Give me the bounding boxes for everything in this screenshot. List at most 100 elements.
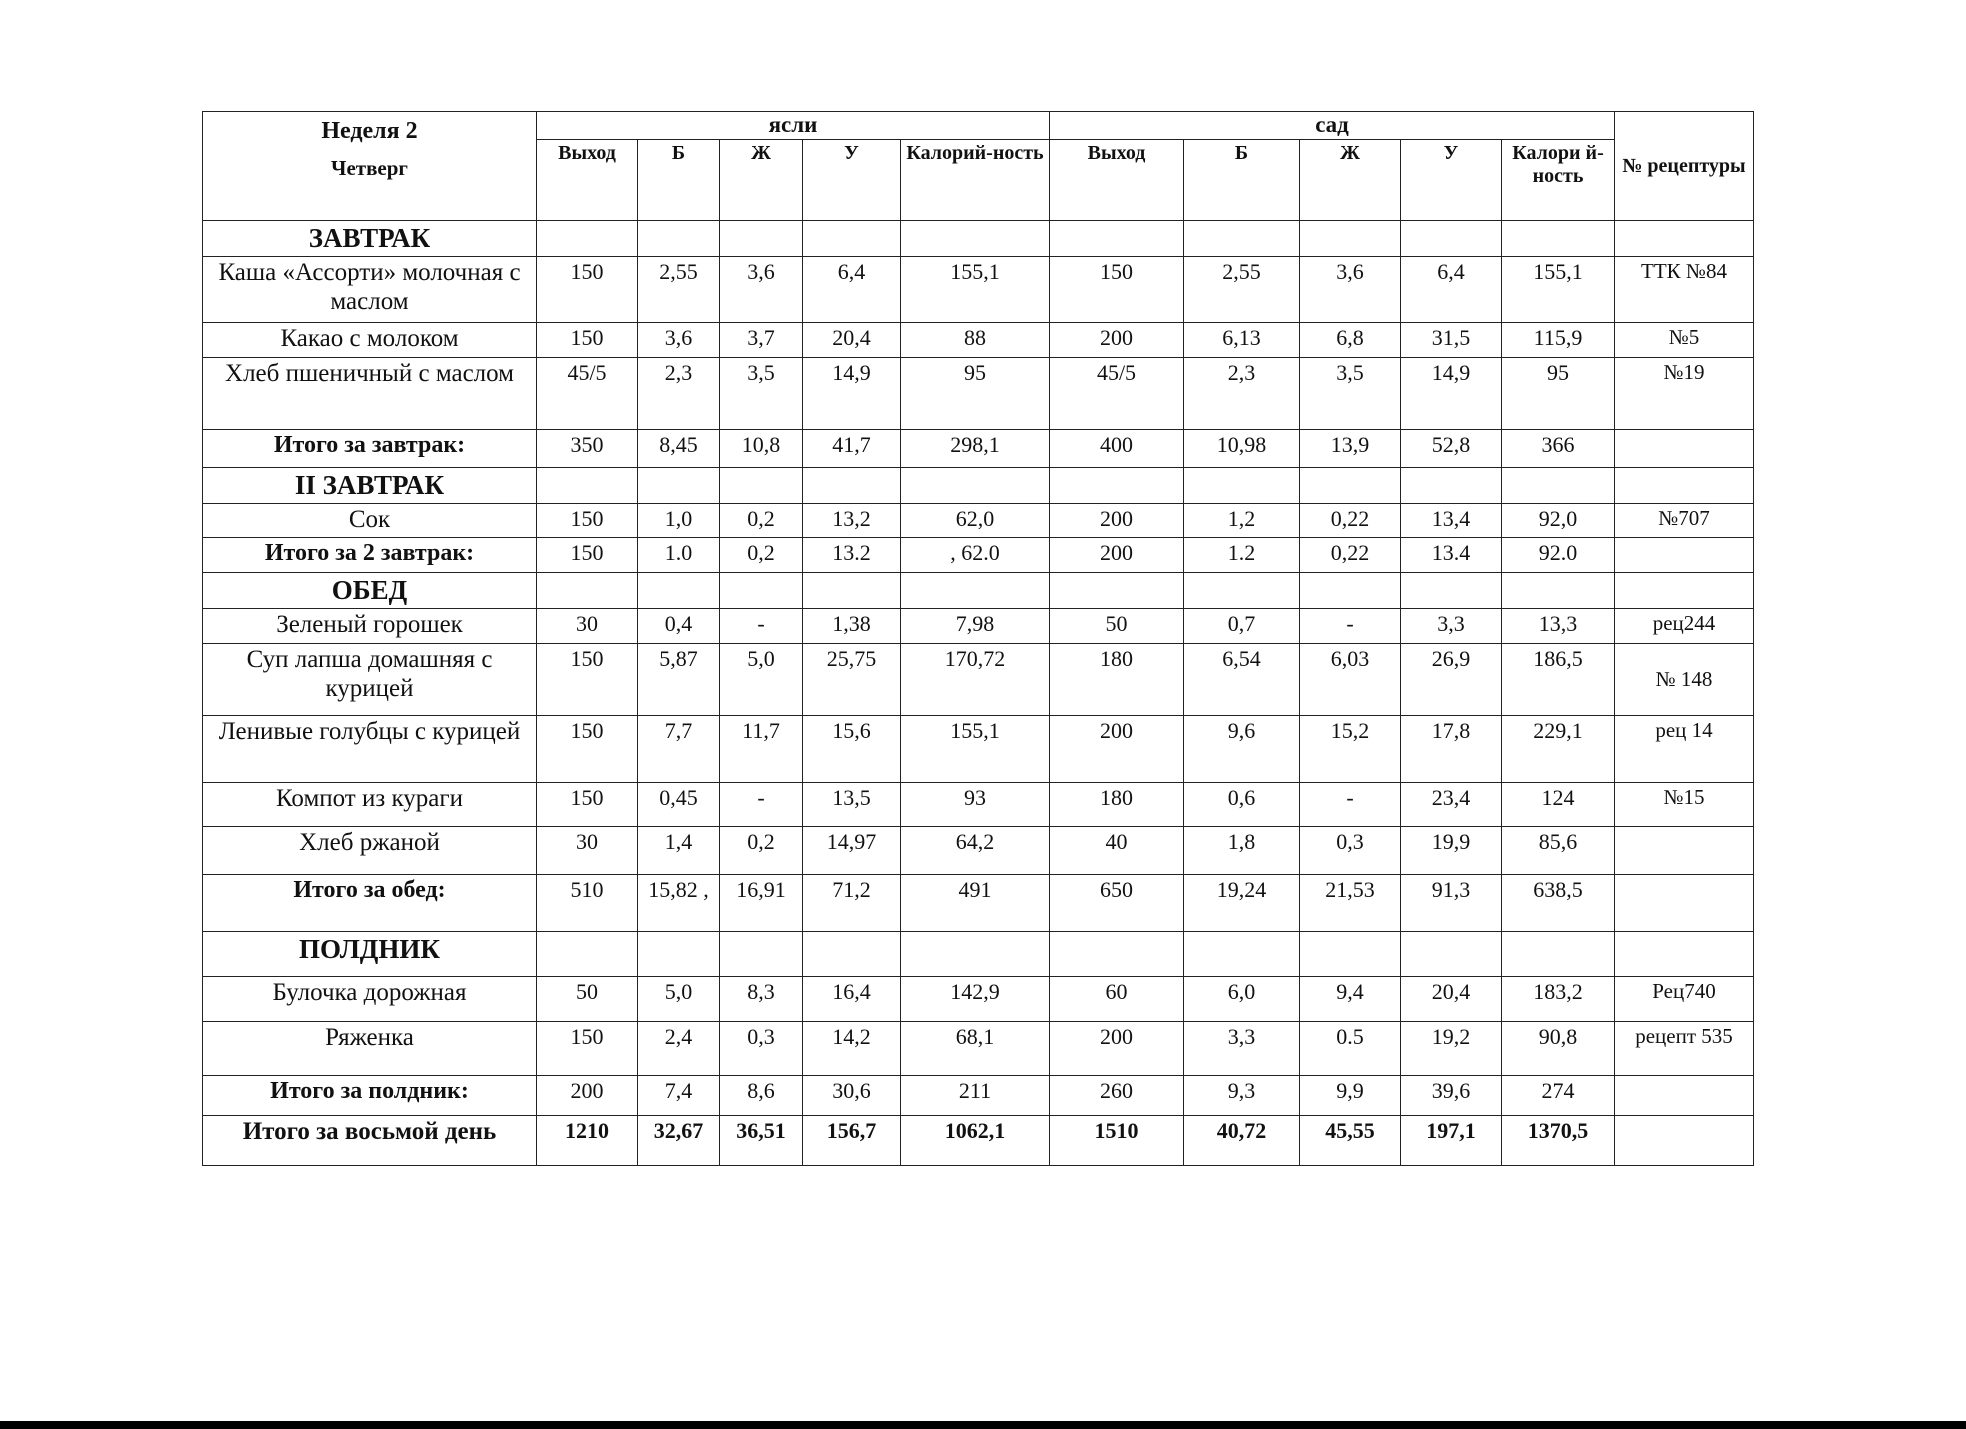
yasli-value-cell: 298,1: [900, 429, 1050, 469]
yasli-value-cell: 1,4: [637, 825, 720, 875]
yasli-value-cell: 155,1: [900, 256, 1050, 324]
recipe-cell: [1614, 571, 1754, 609]
yasli-value-cell: [802, 930, 901, 977]
sad-value-cell: 0,3: [1299, 825, 1401, 875]
sad-value-cell: [1501, 930, 1615, 977]
sad-value-cell: [1400, 930, 1502, 977]
section-title: II ЗАВТРАК: [202, 467, 537, 505]
total-row: Итого за завтрак: 350 8,45 10,8 41,7 298,1 400…: [202, 429, 1754, 469]
yasli-value-cell: 0,2: [719, 503, 803, 538]
yasli-value-cell: 16,91: [719, 873, 803, 932]
sad-value-cell: 180: [1049, 642, 1184, 716]
dish-name: Итого за 2 завтрак:: [202, 536, 537, 573]
sad-value-cell: 19,2: [1400, 1020, 1502, 1076]
yasli-value-cell: 32,67: [637, 1114, 720, 1166]
recipe-cell: [1614, 1114, 1754, 1166]
section-title: ЗАВТРАК: [202, 219, 537, 258]
sad-value-cell: 13,3: [1501, 607, 1615, 644]
sad-value-cell: 6,0: [1183, 975, 1300, 1022]
group-sad-header: сад: [1049, 110, 1615, 141]
yasli-value-cell: 150: [536, 1020, 638, 1076]
sad-value-cell: 92,0: [1501, 503, 1615, 538]
sad-value-cell: [1400, 571, 1502, 609]
recipe-cell: [1614, 467, 1754, 505]
sad-col-header: Ж: [1299, 139, 1401, 221]
yasli-value-cell: 150: [536, 536, 638, 573]
sad-value-cell: 19,24: [1183, 873, 1300, 932]
sad-value-cell: 200: [1049, 536, 1184, 573]
sad-value-cell: 1370,5: [1501, 1114, 1615, 1166]
sad-value-cell: [1400, 467, 1502, 505]
sad-value-cell: [1183, 467, 1300, 505]
dish-name: Ленивые голубцы с курицей: [202, 714, 537, 783]
sad-value-cell: 366: [1501, 429, 1615, 469]
sad-value-cell: 197,1: [1400, 1114, 1502, 1166]
yasli-value-cell: 14,97: [802, 825, 901, 875]
yasli-value-cell: [900, 219, 1050, 258]
sad-col-header: Б: [1183, 139, 1300, 221]
yasli-value-cell: 142,9: [900, 975, 1050, 1022]
recipe-cell: рец244: [1614, 607, 1754, 644]
yasli-value-cell: 5,0: [719, 642, 803, 716]
sad-value-cell: 274: [1501, 1074, 1615, 1116]
sad-value-cell: 13.4: [1400, 536, 1502, 573]
menu-table: Неделя 2 Четверг ясли сад № рецептуры Вы…: [202, 110, 1754, 1166]
sad-value-cell: 3,5: [1299, 357, 1401, 431]
dish-name: Каша «Ассорти» молочная с маслом: [202, 256, 537, 324]
sad-value-cell: [1183, 930, 1300, 977]
yasli-value-cell: [802, 571, 901, 609]
sad-value-cell: 92.0: [1501, 536, 1615, 573]
yasli-value-cell: 0,3: [719, 1020, 803, 1076]
scan-edge-bar: [0, 1421, 1966, 1429]
sad-value-cell: [1299, 571, 1401, 609]
recipe-cell: [1614, 825, 1754, 875]
table-row: Хлеб пшеничный с маслом 45/5 2,3 3,5 14,9 95 4…: [202, 357, 1754, 431]
sad-value-cell: 85,6: [1501, 825, 1615, 875]
sad-value-cell: 115,9: [1501, 322, 1615, 359]
table-row: Каша «Ассорти» молочная с маслом 150 2,55 3…: [202, 256, 1754, 324]
sad-value-cell: 650: [1049, 873, 1184, 932]
sad-value-cell: 0,7: [1183, 607, 1300, 644]
recipe-cell: №15: [1614, 781, 1754, 827]
table-row: Ряженка 150 2,4 0,3 14,2 68,1 200 3,3 0.5 19,2 90,…: [202, 1020, 1754, 1076]
yasli-value-cell: 15,82 ,: [637, 873, 720, 932]
total-row: Итого за 2 завтрак: 150 1.0 0,2 13.2, 62.0 20…: [202, 536, 1754, 573]
sad-value-cell: 638,5: [1501, 873, 1615, 932]
yasli-value-cell: [719, 467, 803, 505]
yasli-value-cell: 150: [536, 503, 638, 538]
sad-value-cell: 20,4: [1400, 975, 1502, 1022]
yasli-value-cell: [719, 571, 803, 609]
sad-value-cell: [1299, 219, 1401, 258]
yasli-value-cell: 0,2: [719, 536, 803, 573]
yasli-value-cell: [536, 467, 638, 505]
yasli-value-cell: 350: [536, 429, 638, 469]
sad-value-cell: 155,1: [1501, 256, 1615, 324]
sad-value-cell: 13,9: [1299, 429, 1401, 469]
sad-value-cell: 260: [1049, 1074, 1184, 1116]
yasli-value-cell: [802, 219, 901, 258]
yasli-value-cell: 14,2: [802, 1020, 901, 1076]
recipe-cell: рецепт 535: [1614, 1020, 1754, 1076]
yasli-value-cell: 170,72: [900, 642, 1050, 716]
yasli-value-cell: 1,38: [802, 607, 901, 644]
recipe-cell: №5: [1614, 322, 1754, 359]
yasli-col-header: Калорий-ность: [900, 139, 1050, 221]
dish-name: Ряженка: [202, 1020, 537, 1076]
sad-value-cell: 1,2: [1183, 503, 1300, 538]
recipe-cell: [1614, 1074, 1754, 1116]
dish-name: Итого за полдник:: [202, 1074, 537, 1116]
yasli-value-cell: 13,2: [802, 503, 901, 538]
yasli-value-cell: 2,55: [637, 256, 720, 324]
sad-value-cell: 6,8: [1299, 322, 1401, 359]
total-row: Итого за полдник: 200 7,4 8,6 30,6 211 260 9,3 9…: [202, 1074, 1754, 1116]
table-row: Сок 150 1,0 0,2 13,2 62,0 200 1,2 0,22 13,4 92,0 №7…: [202, 503, 1754, 538]
yasli-value-cell: 491: [900, 873, 1050, 932]
sad-value-cell: 1,8: [1183, 825, 1300, 875]
yasli-value-cell: 3,5: [719, 357, 803, 431]
yasli-value-cell: [637, 219, 720, 258]
yasli-value-cell: 3,6: [637, 322, 720, 359]
dish-name: Какао с молоком: [202, 322, 537, 359]
recipe-cell: [1614, 429, 1754, 469]
sad-value-cell: 50: [1049, 607, 1184, 644]
yasli-value-cell: 1,0: [637, 503, 720, 538]
